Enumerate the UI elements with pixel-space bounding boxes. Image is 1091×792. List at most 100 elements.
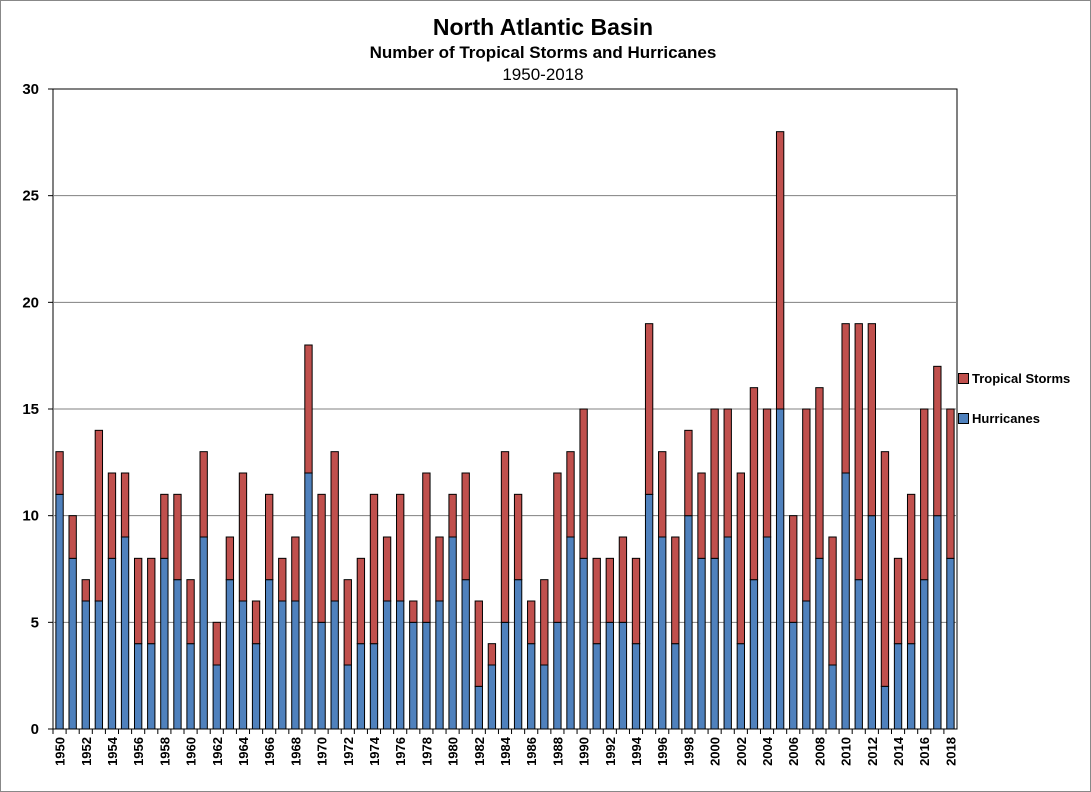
x-tick-label: 2012 xyxy=(865,737,880,766)
bar-hurricanes-1966 xyxy=(265,579,274,730)
bar-tropical-storms-2013 xyxy=(880,451,890,687)
x-tick-label: 1976 xyxy=(393,737,408,766)
bar-hurricanes-1964 xyxy=(238,600,248,730)
x-tick-label: 1992 xyxy=(603,737,618,766)
bar-hurricanes-1960 xyxy=(186,643,195,730)
x-tick-label: 2010 xyxy=(839,737,854,766)
bar-hurricanes-1982 xyxy=(474,685,483,730)
bar-tropical-storms-1972 xyxy=(343,579,352,666)
bar-tropical-storms-1959 xyxy=(173,493,182,581)
x-tick-label: 2008 xyxy=(812,737,827,766)
bar-tropical-storms-2010 xyxy=(841,323,850,474)
bar-tropical-storms-1983 xyxy=(487,643,497,666)
bar-tropical-storms-1952 xyxy=(81,579,90,602)
chart-titles: North Atlantic Basin Number of Tropical … xyxy=(0,12,1086,86)
bar-tropical-storms-1987 xyxy=(540,579,549,666)
bar-tropical-storms-1965 xyxy=(251,600,261,645)
bar-tropical-storms-1950 xyxy=(55,451,64,495)
bar-tropical-storms-1975 xyxy=(382,536,392,602)
x-tick-label: 1984 xyxy=(498,736,513,766)
bar-tropical-storms-2017 xyxy=(933,365,942,517)
bar-tropical-storms-1966 xyxy=(265,493,274,581)
bar-hurricanes-2008 xyxy=(815,557,824,730)
bar-tropical-storms-1976 xyxy=(396,493,405,602)
bar-hurricanes-1974 xyxy=(369,643,379,730)
bar-hurricanes-1979 xyxy=(435,600,444,730)
bar-tropical-storms-1970 xyxy=(317,493,326,623)
x-tick-label: 1954 xyxy=(105,736,120,766)
bar-hurricanes-1971 xyxy=(330,600,339,730)
bar-tropical-storms-2007 xyxy=(802,408,811,602)
bar-tropical-storms-1963 xyxy=(225,536,235,581)
x-tick-label: 1958 xyxy=(157,737,172,766)
bar-tropical-storms-1957 xyxy=(147,557,156,645)
bar-hurricanes-1963 xyxy=(225,579,235,730)
x-tick-label: 1994 xyxy=(629,736,644,766)
bar-hurricanes-1990 xyxy=(579,557,588,730)
bar-hurricanes-1968 xyxy=(291,600,300,730)
x-tick-label: 1988 xyxy=(550,737,565,766)
bar-tropical-storms-1978 xyxy=(422,472,431,623)
bar-tropical-storms-1984 xyxy=(500,451,510,623)
bar-hurricanes-1987 xyxy=(540,664,549,730)
bar-hurricanes-2014 xyxy=(893,643,903,730)
bar-hurricanes-2005 xyxy=(775,408,785,730)
y-tick-label: 10 xyxy=(22,508,39,525)
x-tick-label: 1978 xyxy=(419,737,434,766)
bar-hurricanes-1953 xyxy=(94,600,104,730)
bar-hurricanes-1995 xyxy=(644,493,654,730)
x-tick-label: 1952 xyxy=(79,737,94,766)
bar-hurricanes-2010 xyxy=(841,472,850,730)
bar-tropical-storms-1982 xyxy=(474,600,483,687)
bar-hurricanes-2009 xyxy=(828,664,837,730)
y-axis-ticks: 0 5 10 15 20 25 30 xyxy=(22,81,53,738)
bar-hurricanes-2006 xyxy=(789,621,798,730)
bar-hurricanes-1981 xyxy=(461,579,470,730)
bar-hurricanes-1994 xyxy=(631,643,641,730)
bar-hurricanes-1952 xyxy=(81,600,90,730)
bar-hurricanes-1999 xyxy=(697,557,706,730)
bar-hurricanes-1985 xyxy=(513,579,523,730)
y-tick-label: 5 xyxy=(31,614,39,631)
y-tick-label: 25 xyxy=(22,188,39,205)
bar-hurricanes-2016 xyxy=(920,579,929,730)
bar-tropical-storms-1964 xyxy=(238,472,248,602)
bar-tropical-storms-1980 xyxy=(448,493,457,538)
bar-hurricanes-1997 xyxy=(671,643,680,730)
x-tick-label: 1990 xyxy=(577,737,592,766)
bar-hurricanes-1959 xyxy=(173,579,182,730)
bar-tropical-storms-2011 xyxy=(854,323,863,581)
bar-tropical-storms-1961 xyxy=(199,451,208,538)
bar-tropical-storms-1993 xyxy=(618,536,628,623)
bar-tropical-storms-1977 xyxy=(409,600,418,623)
bar-hurricanes-1984 xyxy=(500,621,510,730)
bar-hurricanes-1978 xyxy=(422,621,431,730)
x-tick-label: 2004 xyxy=(760,736,775,766)
legend-swatch-hurricanes xyxy=(958,412,969,424)
x-tick-label: 1998 xyxy=(681,737,696,766)
bar-hurricanes-1980 xyxy=(448,536,457,730)
bar-hurricanes-1988 xyxy=(553,621,562,730)
x-tick-label: 1966 xyxy=(262,737,277,766)
bar-tropical-storms-2015 xyxy=(906,493,916,645)
x-tick-label: 1956 xyxy=(131,737,146,766)
bar-hurricanes-2013 xyxy=(880,685,890,730)
legend-label-hurricanes: Hurricanes xyxy=(972,410,1040,426)
bar-hurricanes-1957 xyxy=(147,643,156,730)
bar-tropical-storms-1971 xyxy=(330,451,339,602)
bar-tropical-storms-1956 xyxy=(133,557,143,645)
bar-hurricanes-1991 xyxy=(592,643,601,730)
bar-tropical-storms-1994 xyxy=(631,557,641,645)
bar-hurricanes-1962 xyxy=(212,664,221,730)
x-axis-ticks: 1950 1952 1954 1956 1958 1960 1962 1964 1966 1968… xyxy=(52,729,958,766)
x-tick-label: 2000 xyxy=(708,737,723,766)
bar-hurricanes-2003 xyxy=(749,579,759,730)
bar-tropical-storms-2006 xyxy=(789,515,798,623)
bar-tropical-storms-1967 xyxy=(278,557,287,602)
bars xyxy=(55,131,955,730)
bar-hurricanes-1969 xyxy=(304,472,313,730)
bar-tropical-storms-2014 xyxy=(893,557,903,645)
x-tick-label: 1972 xyxy=(341,737,356,766)
bar-hurricanes-2018 xyxy=(946,557,955,730)
